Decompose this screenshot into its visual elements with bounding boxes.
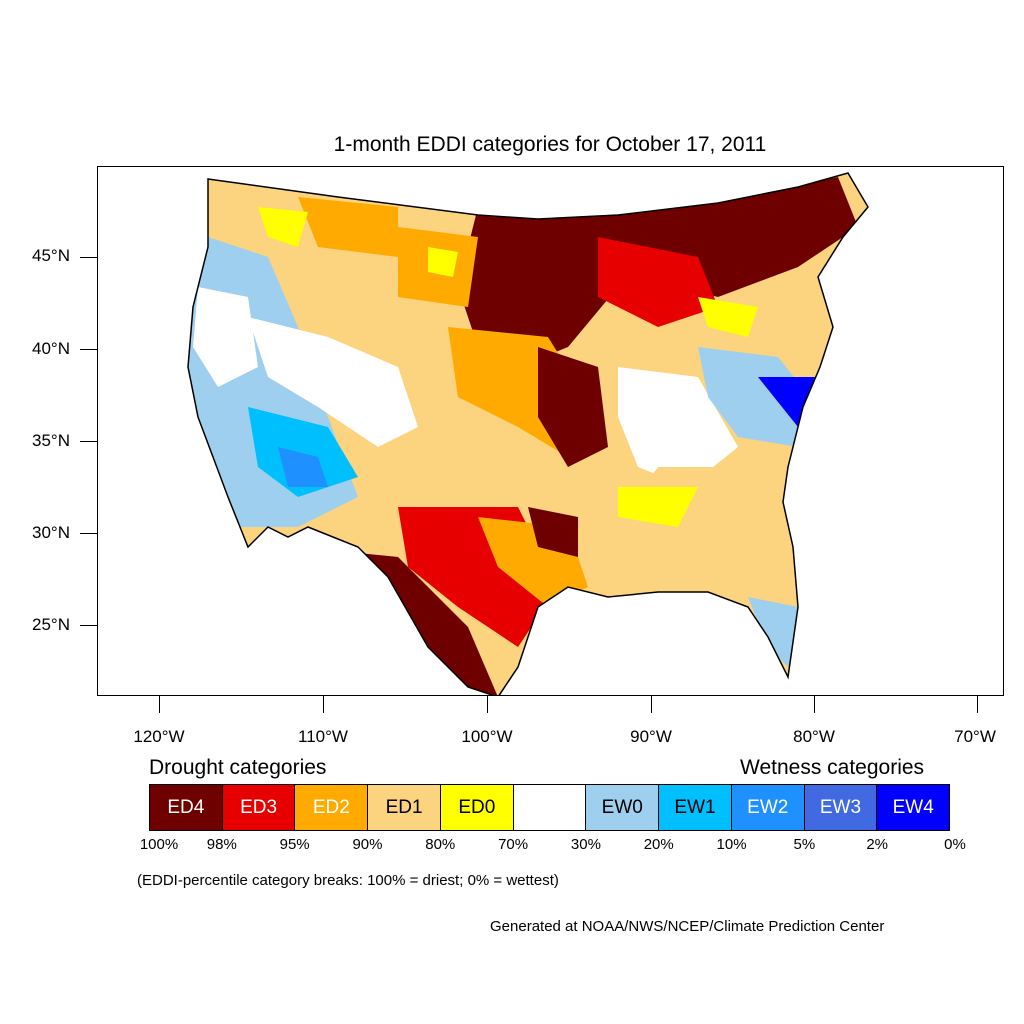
lat-label: 25°N	[32, 615, 70, 634]
lat-label: 45°N	[32, 246, 70, 265]
legend-swatch-ed3: ED3	[222, 785, 296, 830]
lat-label: 30°N	[32, 523, 70, 542]
lat-tick	[80, 533, 97, 534]
legend-swatch-ed0: ED0	[440, 785, 514, 830]
lon-label: 100°W	[461, 727, 513, 746]
lat-label: 35°N	[32, 431, 70, 450]
lon-tick	[487, 696, 488, 713]
lat-tick	[80, 441, 97, 442]
lon-label: 110°W	[298, 727, 348, 746]
percentile-break-label: 98%	[206, 836, 237, 853]
legend-swatch-ew2: EW2	[731, 785, 805, 830]
lon-label: 70°W	[954, 727, 996, 746]
lon-tick	[977, 696, 978, 713]
percentile-break-label: 0%	[944, 836, 966, 853]
category-break-note: (EDDI-percentile category breaks: 100% =…	[137, 872, 559, 889]
percentile-break-label: 30%	[570, 836, 601, 853]
drought-categories-title: Drought categories	[149, 756, 327, 779]
lon-label: 90°W	[630, 727, 672, 746]
percentile-break-label: 2%	[866, 836, 889, 853]
legend-swatch-ew4: EW4	[877, 785, 950, 830]
lon-label: 120°W	[133, 727, 185, 746]
percentile-break-label: 95%	[279, 836, 310, 853]
lon-tick	[651, 696, 652, 713]
map-title: 1-month EDDI categories for October 17, …	[333, 133, 767, 156]
legend-swatch-ed4: ED4	[150, 785, 223, 830]
conus-outline	[187, 172, 869, 695]
credit-line: Generated at NOAA/NWS/NCEP/Climate Predi…	[490, 918, 885, 935]
lon-tick	[159, 696, 160, 713]
percentile-break-label: 80%	[425, 836, 456, 853]
category-legend: ED4 ED3 ED2 ED1 ED0 EW0 EW1 EW2 EW3 EW4	[149, 784, 950, 831]
lat-label: 40°N	[32, 339, 70, 358]
legend-swatch-ew0: EW0	[586, 785, 660, 830]
eddi-map	[97, 166, 1004, 696]
legend-swatch-ed2: ED2	[295, 785, 369, 830]
legend-swatch-ed1: ED1	[368, 785, 441, 830]
lon-tick	[814, 696, 815, 713]
lat-tick	[80, 349, 97, 350]
percentile-break-label: 100%	[139, 836, 179, 853]
percentile-break-label: 20%	[643, 836, 674, 853]
eddi-map-canvas	[187, 172, 869, 695]
percentile-break-label: 5%	[793, 836, 816, 853]
lon-label: 80°W	[793, 727, 835, 746]
lat-tick	[80, 257, 97, 258]
percentile-break-label: 10%	[716, 836, 747, 853]
legend-swatch-ew3: EW3	[804, 785, 878, 830]
legend-swatch-neutral	[513, 785, 587, 830]
lon-tick	[323, 696, 324, 713]
wetness-categories-title: Wetness categories	[740, 756, 925, 779]
legend-swatch-ew1: EW1	[659, 785, 732, 830]
lat-tick	[80, 625, 97, 626]
percentile-break-label: 90%	[352, 836, 383, 853]
percentile-break-label: 70%	[498, 836, 529, 853]
